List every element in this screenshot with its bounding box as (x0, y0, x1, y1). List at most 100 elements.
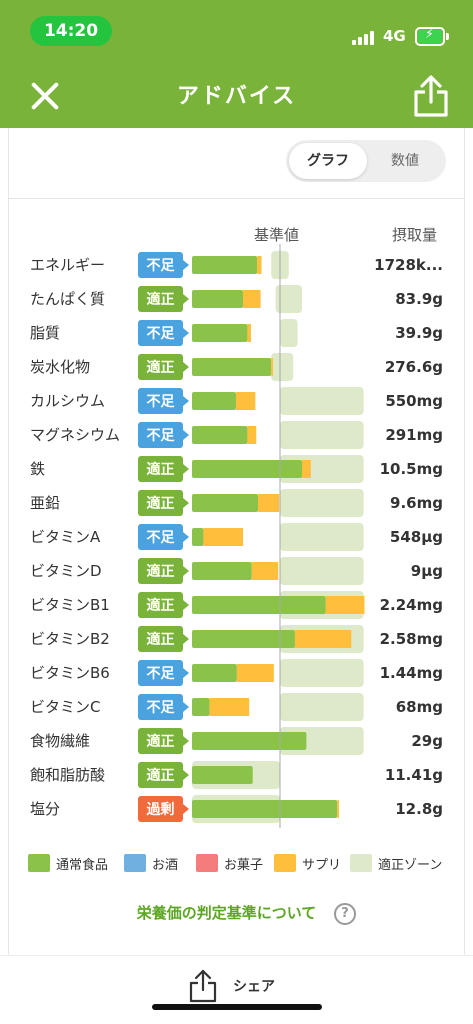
legend-swatch (28, 854, 50, 872)
legend-label: 適正ゾーン (378, 858, 443, 873)
intake-value: 9.6mg (390, 494, 443, 512)
divider (9, 198, 464, 199)
status-badge-bg (138, 422, 183, 448)
intake-value: 1728k... (374, 256, 443, 274)
status-badge-label: 適正 (147, 631, 175, 648)
normal-food-bar (192, 392, 236, 410)
normal-food-bar (192, 358, 272, 376)
page-title: アドバイス (176, 84, 297, 109)
nutrient-label: ビタミンA (30, 528, 101, 546)
help-icon[interactable]: ? (334, 903, 356, 925)
status-badge: 不足 (138, 694, 189, 720)
status-badge: 適正 (138, 592, 189, 618)
status-badge-label: 不足 (147, 530, 176, 546)
status-badge: 不足 (138, 422, 189, 448)
status-badge-bg (138, 456, 183, 482)
status-badge-label: 不足 (147, 258, 176, 274)
supplement-bar (203, 528, 244, 546)
status-badge: 適正 (138, 490, 189, 516)
status-badge: 不足 (138, 252, 189, 278)
status-badge: 不足 (138, 660, 189, 686)
legend-label: お菓子 (224, 858, 264, 873)
status-badge-label: 適正 (147, 461, 175, 478)
status-badge-bg (138, 694, 183, 720)
status-badge-bg (138, 626, 183, 652)
normal-food-bar (192, 494, 258, 512)
status-badge-bg (138, 286, 183, 312)
status-badge-pointer (183, 532, 189, 542)
status-badge-pointer (183, 498, 189, 508)
supplement-bar (247, 426, 257, 444)
status-badge-pointer (183, 736, 189, 746)
supplement-bar (294, 630, 352, 648)
status-badge-bg (138, 728, 183, 754)
criteria-link[interactable]: 栄養価の判定基準について (0, 902, 473, 923)
intake-value: 68mg (396, 698, 443, 716)
bottom-bar: シェア (0, 955, 473, 1024)
intake-value: 2.24mg (380, 596, 443, 614)
status-badge-pointer (183, 668, 189, 678)
supplement-bar (209, 698, 250, 716)
status-badge-pointer (183, 600, 189, 610)
toggle-graph[interactable]: グラフ (289, 143, 367, 179)
normal-food-bar (192, 596, 326, 614)
zone-bar (280, 489, 364, 517)
nutrient-label: エネルギー (30, 256, 105, 274)
share-icon[interactable] (412, 74, 450, 118)
nutrient-label: 亜鉛 (30, 494, 60, 512)
status-badge-bg (138, 660, 183, 686)
legend-swatch (350, 854, 372, 872)
legend-label: 通常食品 (56, 858, 109, 873)
nutrient-label: 塩分 (30, 800, 60, 818)
status-badge-label: 不足 (147, 326, 176, 342)
status-bar: 14:20 4G ⚡ (0, 0, 473, 62)
zone-bar (280, 693, 364, 721)
status-badge-bg (138, 354, 183, 380)
normal-food-bar (192, 766, 253, 784)
status-badge-label: 適正 (147, 597, 175, 614)
status-badge-bg (138, 388, 183, 414)
status-badge-label: 不足 (147, 428, 176, 444)
status-badge: 不足 (138, 320, 189, 346)
toggle-numeric[interactable]: 数値 (391, 153, 419, 169)
intake-value: 1.44mg (380, 664, 443, 682)
normal-food-bar (192, 630, 295, 648)
normal-food-bar (192, 732, 307, 750)
supplement-bar (302, 460, 311, 478)
legend-swatch (196, 854, 218, 872)
zone-bar (280, 523, 364, 551)
normal-food-bar (192, 290, 244, 308)
supplement-bar (258, 494, 280, 512)
signal-icon (352, 29, 378, 45)
share-button[interactable]: シェア (233, 979, 275, 995)
status-badge-pointer (183, 260, 189, 270)
supplement-bar (251, 562, 279, 580)
status-badge-pointer (183, 770, 189, 780)
zone-bar (271, 353, 294, 381)
zone-bar (280, 659, 364, 687)
status-badge-pointer (183, 362, 189, 372)
nutrient-label: カルシウム (30, 392, 105, 410)
intake-value: 39.9g (395, 324, 443, 342)
nutrient-label: たんぱく質 (30, 290, 105, 308)
status-badge-label: 適正 (147, 563, 175, 580)
supplement-bar (236, 664, 274, 682)
criteria-link-text[interactable]: 栄養価の判定基準について (136, 904, 317, 922)
status-badge: 不足 (138, 388, 189, 414)
legend-swatch (274, 854, 296, 872)
normal-food-bar (192, 664, 237, 682)
status-badge-bg (138, 558, 183, 584)
intake-value: 550mg (385, 392, 443, 410)
nutrient-label: 飽和脂肪酸 (30, 766, 105, 784)
intake-column-header: 摂取量 (392, 226, 438, 244)
status-badge-label: 不足 (147, 700, 176, 716)
status-badge-pointer (183, 634, 189, 644)
status-badge-pointer (183, 464, 189, 474)
status-badge-bg (138, 796, 183, 822)
status-badge-label: 適正 (147, 291, 175, 308)
status-badge-label: 適正 (147, 359, 175, 376)
share-bottom-icon[interactable] (188, 969, 218, 1003)
status-badge-pointer (183, 294, 189, 304)
supplement-bar (257, 256, 262, 274)
